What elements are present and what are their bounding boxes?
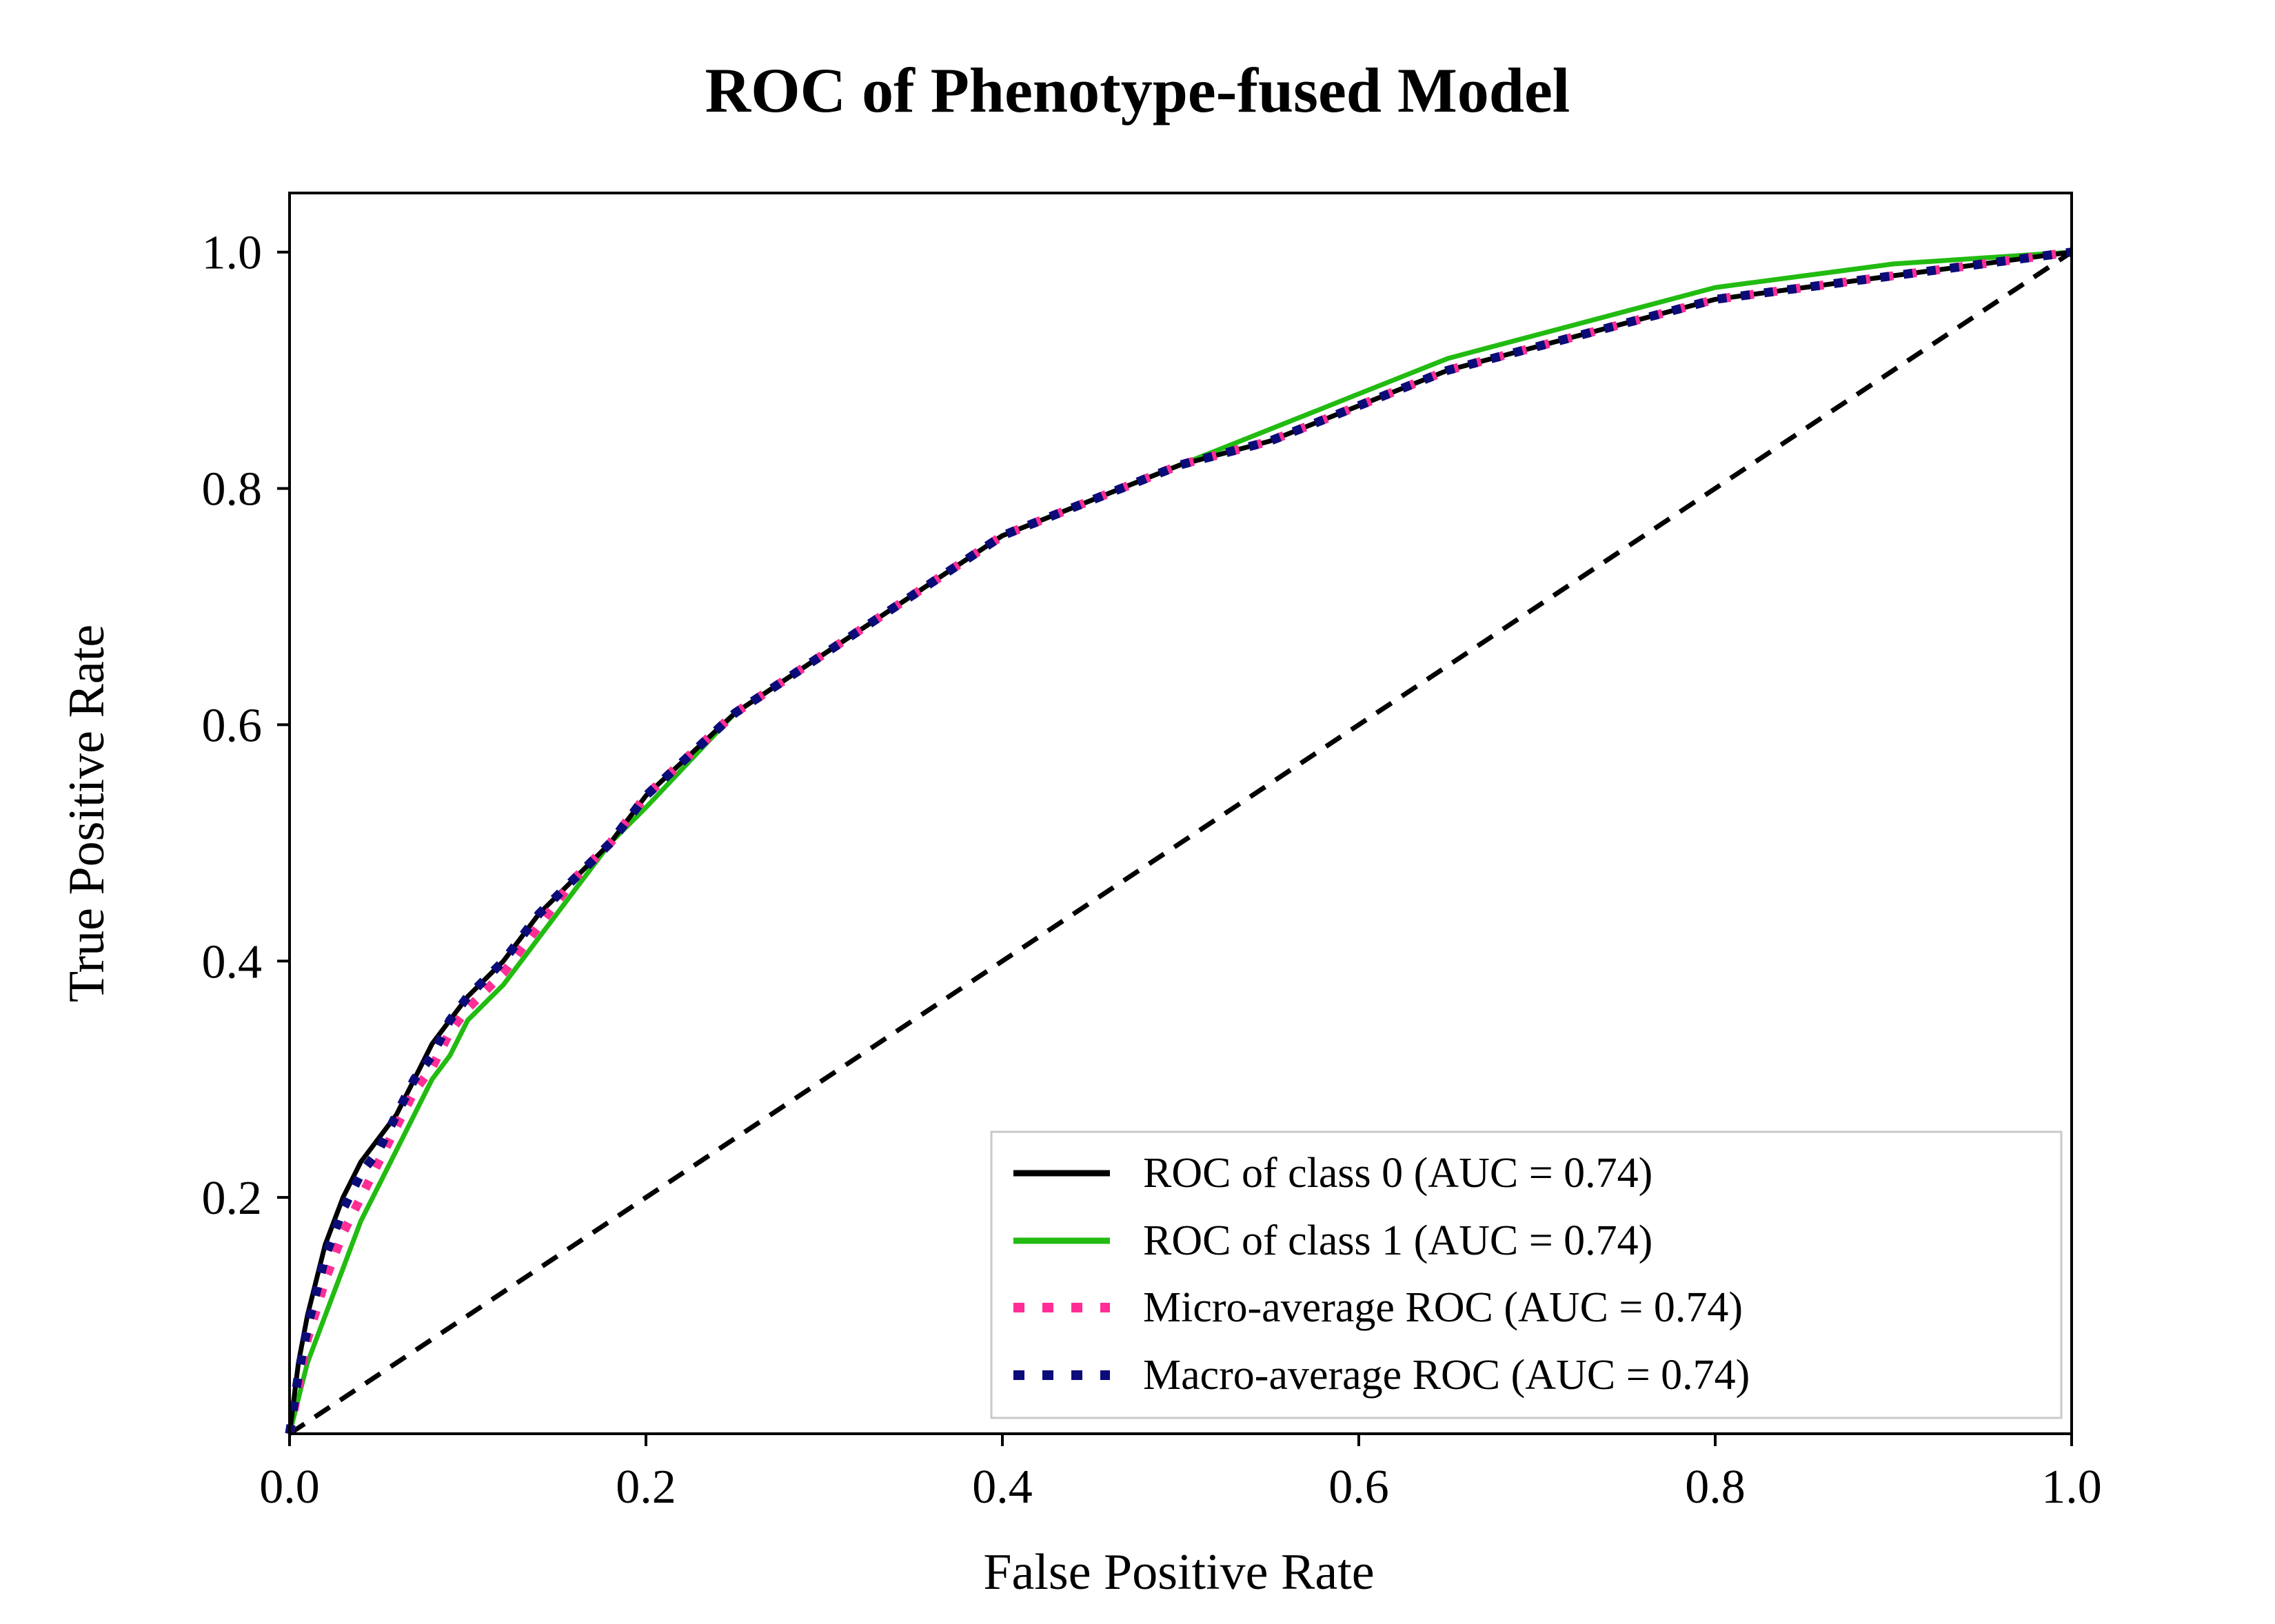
y-tick-label: 0.2 — [202, 1172, 263, 1225]
axis-ticks: 0.0 0.2 0.4 0.6 0.8 1.0 0.2 0.4 0.6 0.8 1.0 — [202, 227, 2102, 1514]
roc-curve-class-0 — [287, 250, 2072, 1434]
x-tick-label: 0.4 — [972, 1461, 1033, 1514]
x-axis-label: False Positive Rate — [983, 1544, 1374, 1601]
chance-diagonal-line — [288, 250, 2073, 1436]
legend-label-micro-average: Micro-average ROC (AUC = 0.74) — [1143, 1284, 1743, 1331]
legend: ROC of class 0 (AUC = 0.74) ROC of class… — [990, 1130, 2063, 1419]
plot-frame — [288, 192, 2073, 1435]
x-tick-label: 0.0 — [259, 1461, 320, 1514]
x-tick-label: 1.0 — [2041, 1461, 2102, 1514]
x-tick-label: 0.2 — [616, 1461, 676, 1514]
roc-curve-class-1 — [287, 250, 2072, 1434]
chart-title: ROC of Phenotype-fused Model — [705, 55, 1570, 125]
micro-average-roc-curve — [285, 247, 2072, 1435]
x-tick-label: 0.8 — [1685, 1461, 1746, 1514]
legend-label-class-0: ROC of class 0 (AUC = 0.74) — [1143, 1150, 1652, 1197]
y-axis-label: True Positive Rate — [59, 625, 115, 1002]
legend-label-macro-average: Macro-average ROC (AUC = 0.74) — [1143, 1352, 1750, 1399]
y-tick-label: 1.0 — [202, 227, 263, 280]
y-tick-label: 0.6 — [202, 699, 263, 752]
x-tick-label: 0.6 — [1328, 1461, 1389, 1514]
legend-label-class-1: ROC of class 1 (AUC = 0.74) — [1143, 1217, 1652, 1264]
legend-box — [990, 1130, 2063, 1419]
y-tick-label: 0.4 — [202, 935, 263, 988]
series-layer — [285, 247, 2073, 1436]
y-tick-label: 0.8 — [202, 463, 263, 516]
